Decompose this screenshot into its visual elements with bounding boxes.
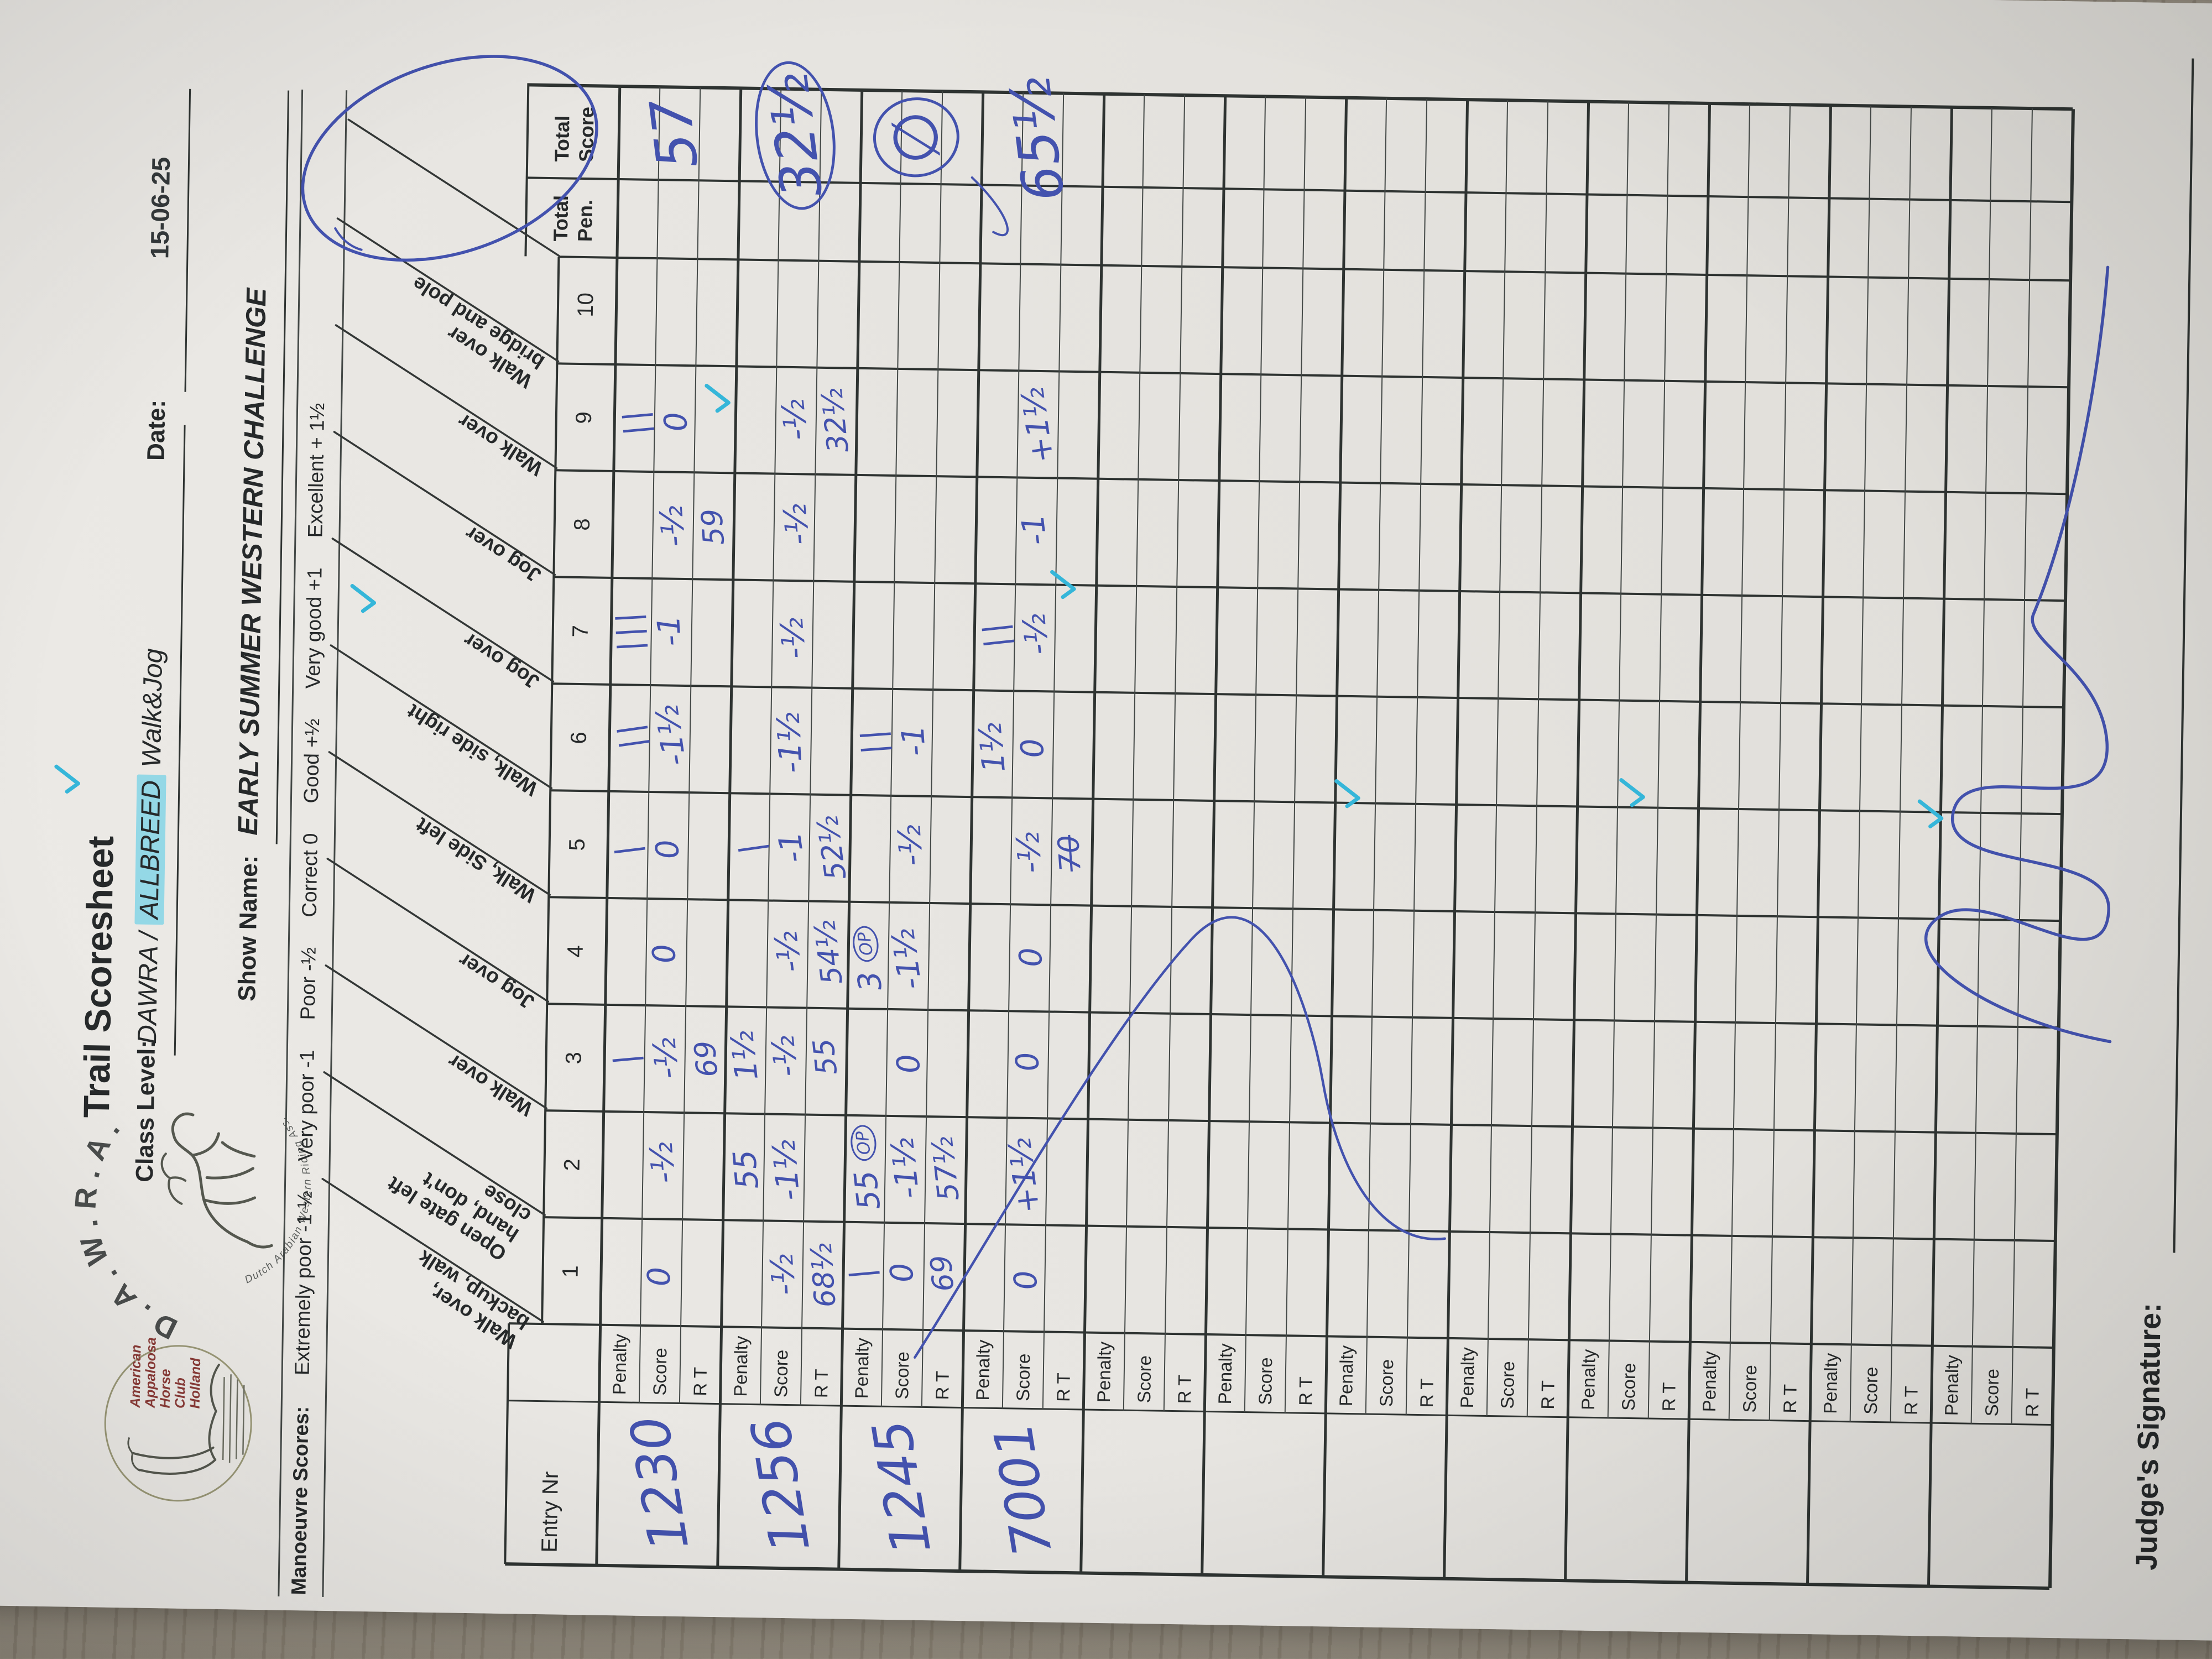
header-slash-line [336, 217, 560, 363]
header-slash-line [330, 644, 553, 789]
header-slash-line [325, 964, 547, 1109]
header-slash-line [335, 324, 558, 469]
appaloosa-club-logo: AmericanAppaloosaHorseClubHolland [104, 1337, 252, 1502]
teal-check-mark [1050, 570, 1076, 599]
teal-check-mark [1917, 799, 1944, 828]
total-zero-tail [971, 176, 1009, 236]
circled-obstacles-9-10 [301, 55, 598, 262]
signature-scrawl [1924, 265, 2112, 1044]
header-slash-line [333, 431, 556, 576]
teal-check-mark [54, 764, 80, 794]
header-slash-line [326, 858, 550, 1003]
oval-extra-stroke [334, 227, 363, 251]
judges-signature-label: Judge's Signature: [2130, 1302, 2168, 1571]
teal-check-mark [1334, 779, 1360, 808]
teal-check-mark [1619, 778, 1645, 807]
header-slash-line [347, 118, 560, 257]
header-slash-line [328, 751, 551, 896]
header-slash-line [323, 1071, 546, 1216]
club-logos: AmericanAppaloosaHorseClubHolland D.A.W.… [66, 1105, 315, 1502]
teal-check-mark [350, 584, 377, 613]
teal-check-mark [705, 384, 731, 413]
header-slash-line [331, 538, 555, 683]
appaloosa-logo-text: AmericanAppaloosaHorseClubHolland [128, 1337, 204, 1409]
header-slash-line [321, 1178, 544, 1323]
sweep-pen-stroke [914, 916, 1446, 1359]
